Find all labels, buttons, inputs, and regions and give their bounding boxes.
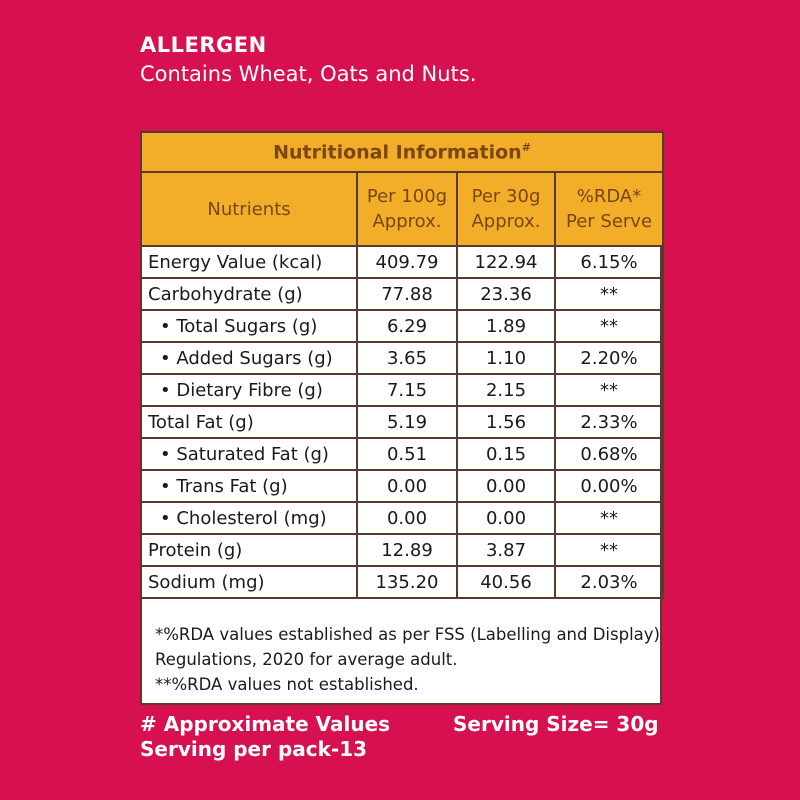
table-row: • Dietary Fibre (g) 7.15 2.15 ** bbox=[140, 373, 665, 407]
value-per-100g: 0.00 bbox=[356, 469, 458, 503]
footnote: *%RDA values established as per FSS (Lab… bbox=[155, 622, 660, 697]
column-header-per100g: Per 100g Approx. bbox=[356, 171, 458, 247]
value-rda: 0.68% bbox=[553, 437, 665, 471]
value-rda: 2.33% bbox=[553, 405, 665, 439]
nutrient-name: • Trans Fat (g) bbox=[140, 469, 358, 503]
value-per-30g: 1.10 bbox=[456, 341, 556, 375]
column-header-label: %RDA* bbox=[576, 186, 642, 207]
column-header-sublabel: Approx. bbox=[471, 211, 541, 232]
value-per-30g: 40.56 bbox=[456, 565, 556, 599]
table-title: Nutritional Information# bbox=[139, 131, 665, 173]
serving-per-pack: Serving per pack-13 bbox=[140, 737, 368, 761]
value-rda: ** bbox=[553, 309, 665, 343]
value-rda: ** bbox=[553, 501, 665, 535]
table-title-row: Nutritional Information# bbox=[139, 131, 665, 173]
table-row: Sodium (mg) 135.20 40.56 2.03% bbox=[140, 565, 665, 599]
column-header-rda: %RDA* Per Serve bbox=[553, 171, 665, 247]
table-row: Total Fat (g) 5.19 1.56 2.33% bbox=[140, 405, 665, 439]
column-header-nutrients: Nutrients bbox=[140, 171, 358, 247]
column-header-row: Nutrients Per 100g Approx. Per 30g Appro… bbox=[140, 171, 665, 247]
approximate-values-note: # Approximate Values bbox=[140, 712, 391, 736]
footnote-rda-established: *%RDA values established as per FSS (Lab… bbox=[155, 625, 660, 669]
column-header-label: Nutrients bbox=[207, 198, 291, 220]
value-per-100g: 0.00 bbox=[356, 501, 458, 535]
value-per-100g: 5.19 bbox=[356, 405, 458, 439]
nutrient-name: • Saturated Fat (g) bbox=[140, 437, 358, 471]
value-per-30g: 1.89 bbox=[456, 309, 556, 343]
value-per-100g: 3.65 bbox=[356, 341, 458, 375]
value-per-30g: 3.87 bbox=[456, 533, 556, 567]
nutrient-name: Carbohydrate (g) bbox=[140, 277, 358, 311]
value-per-30g: 2.15 bbox=[456, 373, 556, 407]
nutrient-name: Sodium (mg) bbox=[140, 565, 358, 599]
value-per-30g: 122.94 bbox=[456, 245, 556, 279]
nutrition-table: Nutritional Information# Nutrients Per 1… bbox=[139, 131, 665, 599]
value-per-30g: 0.15 bbox=[456, 437, 556, 471]
value-rda: 6.15% bbox=[553, 245, 665, 279]
value-per-100g: 7.15 bbox=[356, 373, 458, 407]
table-row: • Saturated Fat (g) 0.51 0.15 0.68% bbox=[140, 437, 665, 471]
value-rda: 2.03% bbox=[553, 565, 665, 599]
value-per-30g: 1.56 bbox=[456, 405, 556, 439]
value-per-100g: 12.89 bbox=[356, 533, 458, 567]
allergen-text: Contains Wheat, Oats and Nuts. bbox=[140, 62, 477, 86]
nutrient-name: Total Fat (g) bbox=[140, 405, 358, 439]
serving-size: Serving Size= 30g bbox=[453, 712, 659, 736]
column-header-label: Per 30g bbox=[471, 186, 541, 207]
value-per-30g: 0.00 bbox=[456, 469, 556, 503]
column-header-per30g: Per 30g Approx. bbox=[456, 171, 556, 247]
value-rda: ** bbox=[553, 533, 665, 567]
table-title-text: Nutritional Information bbox=[273, 141, 522, 164]
value-rda: ** bbox=[553, 277, 665, 311]
value-rda: 2.20% bbox=[553, 341, 665, 375]
table-row: Carbohydrate (g) 77.88 23.36 ** bbox=[140, 277, 665, 311]
column-header-sublabel: Approx. bbox=[372, 211, 442, 232]
value-per-100g: 6.29 bbox=[356, 309, 458, 343]
column-header-sublabel: Per Serve bbox=[565, 211, 653, 232]
value-per-100g: 135.20 bbox=[356, 565, 458, 599]
nutrient-name: • Total Sugars (g) bbox=[140, 309, 358, 343]
table-row: Protein (g) 12.89 3.87 ** bbox=[140, 533, 665, 567]
value-per-100g: 77.88 bbox=[356, 277, 458, 311]
nutrient-name: • Dietary Fibre (g) bbox=[140, 373, 358, 407]
value-per-100g: 0.51 bbox=[356, 437, 458, 471]
nutrient-name: Energy Value (kcal) bbox=[140, 245, 358, 279]
table-row: • Trans Fat (g) 0.00 0.00 0.00% bbox=[140, 469, 665, 503]
table-row: Energy Value (kcal) 409.79 122.94 6.15% bbox=[140, 245, 665, 279]
footnote-rda-not-established: **%RDA values not established. bbox=[155, 675, 419, 694]
table-title-mark: # bbox=[521, 140, 531, 154]
column-header-label: Per 100g bbox=[366, 186, 448, 207]
value-rda: ** bbox=[553, 373, 665, 407]
allergen-title: ALLERGEN bbox=[140, 33, 267, 57]
nutrient-name: • Cholesterol (mg) bbox=[140, 501, 358, 535]
value-per-30g: 23.36 bbox=[456, 277, 556, 311]
bottom-left-notes: # Approximate Values Serving per pack-13 bbox=[140, 712, 390, 762]
table-row: • Added Sugars (g) 3.65 1.10 2.20% bbox=[140, 341, 665, 375]
nutrient-name: Protein (g) bbox=[140, 533, 358, 567]
table-row: • Total Sugars (g) 6.29 1.89 ** bbox=[140, 309, 665, 343]
nutrition-panel: Nutritional Information# Nutrients Per 1… bbox=[139, 131, 665, 705]
nutrient-name: • Added Sugars (g) bbox=[140, 341, 358, 375]
table-row: • Cholesterol (mg) 0.00 0.00 ** bbox=[140, 501, 665, 535]
value-per-100g: 409.79 bbox=[356, 245, 458, 279]
value-rda: 0.00% bbox=[553, 469, 665, 503]
value-per-30g: 0.00 bbox=[456, 501, 556, 535]
